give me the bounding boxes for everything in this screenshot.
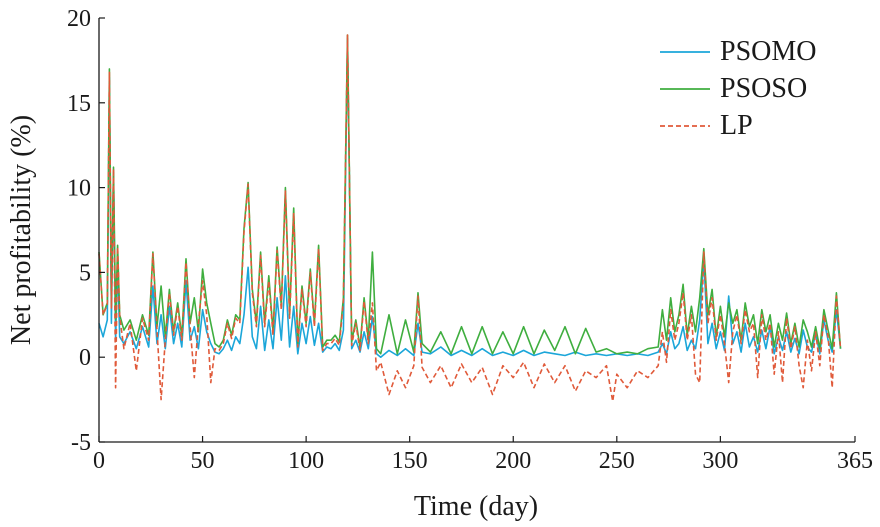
x-tick-label: 250 — [599, 448, 635, 474]
x-axis-title: Time (day) — [414, 491, 538, 522]
legend-label-lp: LP — [720, 110, 753, 141]
legend-label-psoso: PSOSO — [720, 73, 807, 104]
x-tick-label: 150 — [392, 448, 428, 474]
series-line-psomo — [98, 37, 842, 358]
y-tick-label: 0 — [79, 345, 91, 371]
y-tick-label: 15 — [67, 91, 91, 117]
x-tick-label: 50 — [191, 448, 215, 474]
y-tick-label: -5 — [71, 430, 91, 456]
legend-label-psomo: PSOMO — [720, 36, 816, 67]
axes — [98, 17, 856, 443]
y-tick-label: 5 — [79, 260, 91, 286]
series-line-lp — [98, 34, 842, 403]
x-tick-label: 200 — [495, 448, 531, 474]
x-tick-label: 365 — [837, 448, 873, 474]
y-tick-label: 20 — [67, 6, 91, 32]
x-tick-label: 0 — [93, 448, 105, 474]
y-axis-title: Net profitability (%) — [6, 115, 37, 345]
x-tick-label: 300 — [702, 448, 738, 474]
x-tick-label: 100 — [288, 448, 324, 474]
y-tick-label: 10 — [67, 176, 91, 202]
legend: PSOMO PSOSO LP — [660, 36, 816, 141]
series-layer — [98, 34, 842, 403]
